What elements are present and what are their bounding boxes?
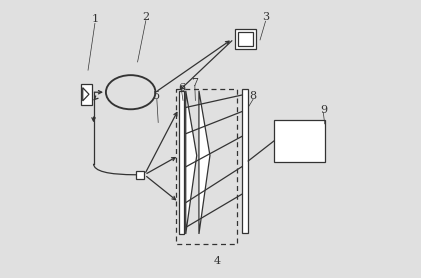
Polygon shape	[83, 88, 89, 101]
Bar	[176, 90, 237, 244]
Polygon shape	[199, 91, 210, 234]
Bar	[242, 90, 248, 233]
Text: 7: 7	[191, 78, 198, 88]
Polygon shape	[186, 91, 197, 234]
Bar	[136, 171, 144, 179]
Bar	[274, 120, 325, 162]
Text: 3: 3	[262, 12, 269, 22]
Text: 8: 8	[250, 91, 257, 101]
Bar	[238, 32, 253, 46]
Text: 1: 1	[91, 14, 99, 24]
Text: 4: 4	[214, 257, 221, 267]
Bar	[179, 91, 184, 234]
Bar	[235, 29, 256, 49]
Text: 9: 9	[320, 105, 327, 115]
Bar	[81, 84, 92, 105]
Text: 6: 6	[178, 83, 185, 93]
Text: 5: 5	[153, 91, 160, 101]
Text: 2: 2	[142, 11, 149, 21]
